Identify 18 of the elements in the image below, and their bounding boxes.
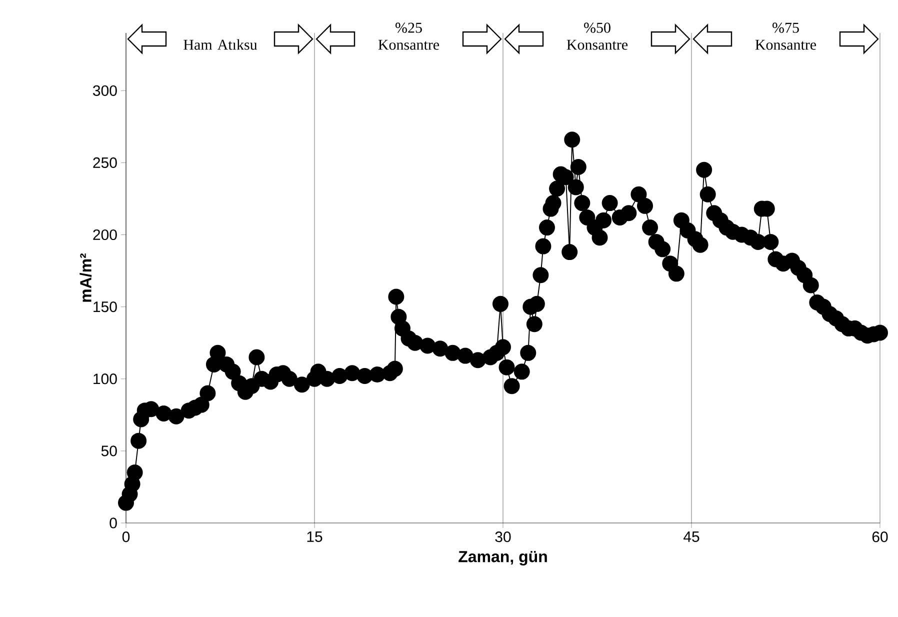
x-tick-label: 45 [684,532,700,542]
x-tick-label: 60 [872,532,888,542]
y-axis-title: mA/m² [80,253,92,302]
x-tick-label: 15 [307,532,322,542]
annotation: %25 Konsantre [378,22,440,50]
annotation: %50 Konsantre [566,22,628,50]
y-tick-label: 50 [101,446,117,456]
annotation: %75 Konsantre [755,22,816,50]
annotation: Ham Atıksu [184,39,258,50]
y-tick-label: 250 [93,157,117,168]
y-tick-label: 150 [94,302,117,312]
x-tick-label: 30 [495,532,511,542]
x-tick-label: 0 [122,532,130,542]
x-axis-title: Zaman, gün [458,551,547,566]
y-tick-label: 0 [110,518,117,528]
y-tick-label: 100 [94,374,117,384]
y-tick-label: 300 [93,85,117,96]
y-tick-label: 200 [93,229,117,240]
